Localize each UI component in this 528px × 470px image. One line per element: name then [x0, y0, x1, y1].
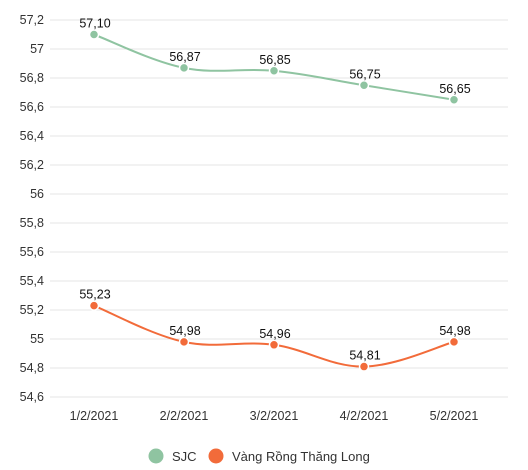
y-tick-label: 54,8 [20, 361, 44, 375]
y-tick-label: 55 [30, 332, 44, 346]
x-tick-label: 2/2/2021 [160, 409, 209, 423]
y-tick-label: 55,6 [20, 245, 44, 259]
data-point [268, 339, 280, 351]
data-point [268, 65, 280, 76]
y-axis-ticks: 57,2 57 56,8 56,6 56,4 56,2 56 55,8 55,6 55,4 55,2… [20, 13, 44, 404]
x-tick-label: 3/2/2021 [250, 409, 299, 423]
data-label: 55,23 [79, 288, 110, 302]
data-label: 54,98 [169, 324, 200, 338]
y-tick-label: 56,8 [20, 71, 44, 85]
legend: SJC Vàng Rồng Thăng Long [148, 448, 370, 464]
data-point [88, 29, 100, 40]
y-tick-label: 55,8 [20, 216, 44, 230]
y-tick-label: 57,2 [20, 13, 44, 27]
data-label: 57,10 [79, 17, 110, 31]
data-label: 54,98 [439, 324, 470, 338]
data-point [358, 361, 370, 372]
y-tick-label: 56,2 [20, 158, 44, 172]
grid-lines [50, 19, 508, 398]
data-point [178, 336, 190, 348]
legend-marker [208, 448, 224, 464]
data-point [358, 80, 370, 91]
data-label: 56,87 [169, 50, 200, 64]
data-point [88, 300, 100, 311]
legend-label: Vàng Rồng Thăng Long [232, 449, 370, 464]
data-label: 56,85 [259, 53, 290, 67]
x-tick-label: 5/2/2021 [430, 409, 479, 423]
data-label: 54,81 [349, 349, 380, 363]
y-tick-label: 56,4 [20, 129, 44, 143]
data-point [448, 336, 460, 348]
y-tick-label: 57 [30, 42, 44, 56]
y-tick-label: 55,2 [20, 303, 44, 317]
y-tick-label: 54,6 [20, 390, 44, 404]
data-point [448, 94, 460, 105]
x-axis-ticks: 1/2/2021 2/2/2021 3/2/2021 4/2/2021 5/2/2021 [70, 409, 479, 423]
data-label: 56,65 [439, 82, 470, 96]
y-tick-label: 56,6 [20, 100, 44, 114]
x-tick-label: 1/2/2021 [70, 409, 119, 423]
y-tick-label: 56 [30, 187, 44, 201]
data-point [178, 62, 190, 74]
y-tick-label: 55,4 [20, 274, 44, 288]
series-group: 57,10 56,87 56,85 56,75 56,65 55,23 54,98 54,96… [79, 17, 471, 372]
data-label: 56,75 [349, 67, 380, 81]
legend-marker [148, 448, 164, 464]
legend-label: SJC [172, 449, 197, 464]
x-tick-label: 4/2/2021 [340, 409, 389, 423]
data-label: 54,96 [259, 327, 290, 341]
